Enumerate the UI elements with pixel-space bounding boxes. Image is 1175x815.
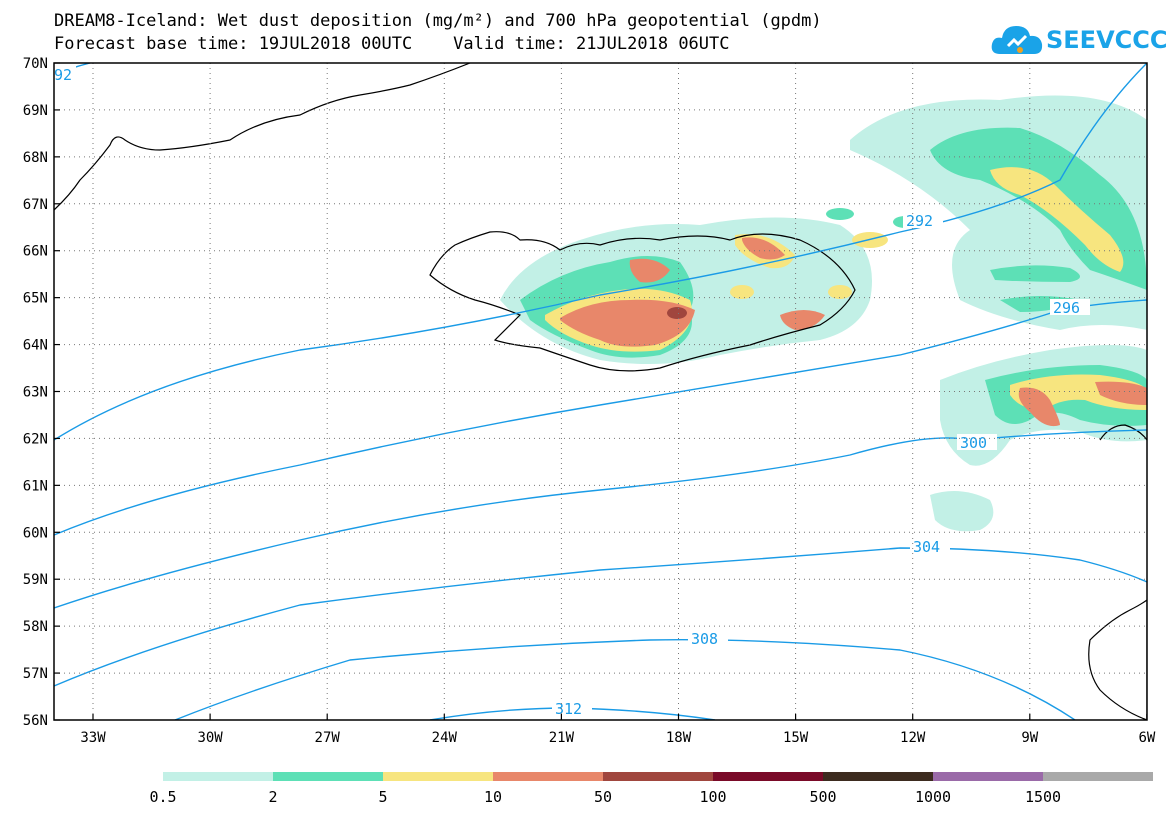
contour-label: 292 xyxy=(906,212,933,230)
lat-tick-label: 67N xyxy=(23,197,48,213)
contour-label: 296 xyxy=(1053,299,1080,317)
graticule xyxy=(54,63,1147,720)
contour-label: 312 xyxy=(555,700,582,718)
legend-label: 5 xyxy=(378,788,387,806)
legend-label: 10 xyxy=(484,788,502,806)
legend-label: 500 xyxy=(809,788,836,806)
lat-tick-label: 56N xyxy=(23,713,48,729)
lon-tick-label: 15W xyxy=(783,730,809,746)
lat-tick-label: 57N xyxy=(23,666,48,682)
legend-label: 100 xyxy=(699,788,726,806)
lat-tick-label: 63N xyxy=(23,385,48,401)
lon-tick-label: 12W xyxy=(900,730,926,746)
contour-label: 300 xyxy=(960,434,987,452)
lat-tick-label: 61N xyxy=(23,478,48,494)
legend-swatch xyxy=(273,772,383,781)
map-title: DREAM8-Iceland: Wet dust deposition (mg/… xyxy=(54,11,822,31)
lon-tick-label: 30W xyxy=(197,730,223,746)
legend-swatch xyxy=(713,772,823,781)
lat-tick-label: 64N xyxy=(23,338,48,354)
contour-label: 92 xyxy=(54,66,72,84)
lon-tick-label: 9W xyxy=(1021,730,1038,746)
legend-swatch xyxy=(1043,772,1153,781)
lat-tick-label: 68N xyxy=(23,150,48,166)
legend-label: 50 xyxy=(594,788,612,806)
lat-tick-label: 70N xyxy=(23,56,48,72)
lon-tick-label: 24W xyxy=(432,730,458,746)
lat-tick-label: 58N xyxy=(23,619,48,635)
lat-tick-label: 66N xyxy=(23,244,48,260)
contour-label: 308 xyxy=(691,630,718,648)
dust-deposition-field xyxy=(500,95,1147,532)
lon-tick-label: 18W xyxy=(666,730,692,746)
lat-tick-label: 65N xyxy=(23,291,48,307)
legend-swatch xyxy=(933,772,1043,781)
legend-swatch xyxy=(823,772,933,781)
lat-tick-label: 59N xyxy=(23,572,48,588)
lat-tick-label: 60N xyxy=(23,525,48,541)
coastlines xyxy=(54,63,1147,720)
legend-label: 2 xyxy=(268,788,277,806)
legend-swatch xyxy=(493,772,603,781)
axis-ticks xyxy=(54,62,1148,721)
lat-tick-label: 69N xyxy=(23,103,48,119)
lon-tick-label: 6W xyxy=(1138,730,1155,746)
lon-tick-label: 33W xyxy=(80,730,106,746)
contour-label: 304 xyxy=(913,538,940,556)
legend-swatch xyxy=(603,772,713,781)
axis-labels: 33W 30W 27W 24W 21W 18W 15W 12W 9W 6W 70N 69N 68N 67N… xyxy=(23,56,1156,746)
map-subtitle: Forecast base time: 19JUL2018 00UTC Vali… xyxy=(54,34,730,54)
lat-tick-label: 62N xyxy=(23,431,48,447)
cloud-icon xyxy=(991,26,1043,54)
legend-label: 0.5 xyxy=(149,788,176,806)
lon-tick-label: 21W xyxy=(549,730,575,746)
legend-swatch xyxy=(383,772,493,781)
contour-labels: 92 292 296 300 304 308 312 xyxy=(54,66,1090,718)
legend-label: 1500 xyxy=(1025,788,1061,806)
legend-label: 1000 xyxy=(915,788,951,806)
logo-text: SEEVCCC xyxy=(1046,26,1168,54)
color-legend: 0.5 2 5 10 50 100 500 1000 1500 xyxy=(149,772,1153,806)
legend-swatch xyxy=(163,772,273,781)
seevccc-logo: SEEVCCC xyxy=(990,18,1168,62)
lon-tick-label: 27W xyxy=(315,730,341,746)
